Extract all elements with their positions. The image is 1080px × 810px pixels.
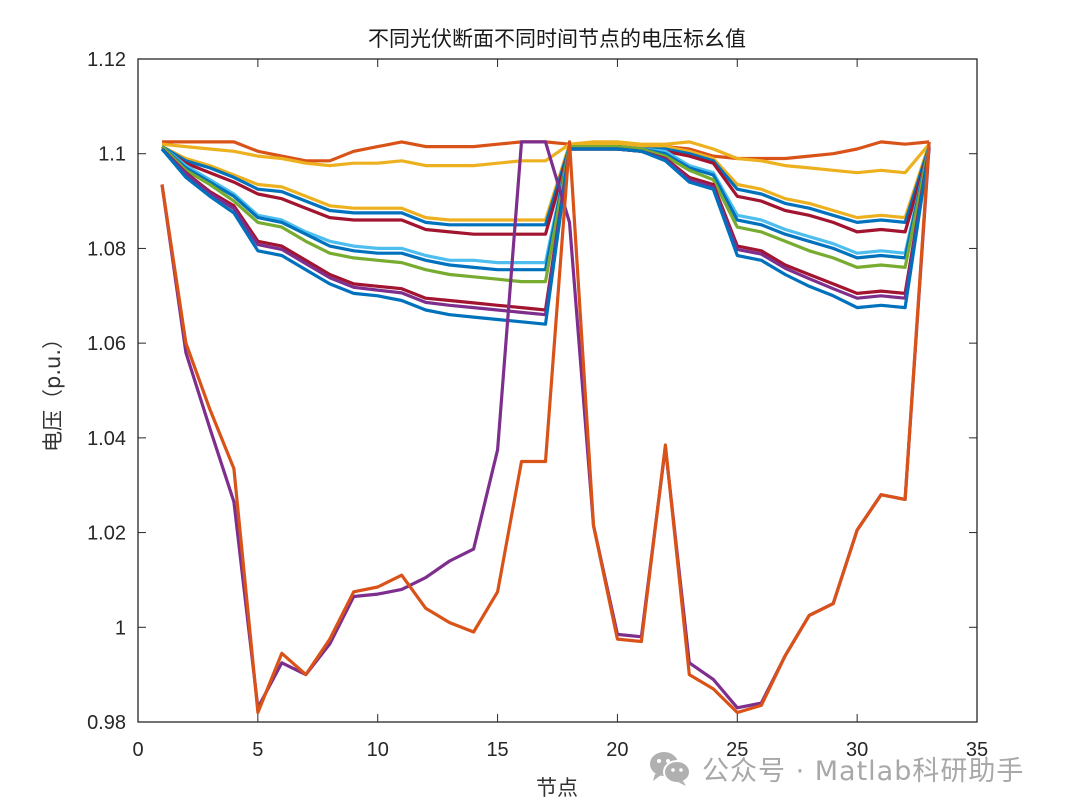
x-tick-label: 0 [132, 739, 143, 761]
y-axis-label: 电压（p.u.） [41, 328, 65, 452]
wechat-icon [648, 750, 692, 786]
y-tick-label: 1.02 [87, 523, 126, 545]
y-tick-label: 1.08 [87, 238, 126, 260]
series-line-upper-yellow [161, 140, 931, 175]
watermark-text: 公众号 · Matlab科研助手 [702, 755, 1025, 787]
y-tick-label: 1.1 [98, 144, 126, 166]
series-line-band-1-blue [161, 145, 931, 227]
x-axis-label: 节点 [536, 776, 578, 800]
y-axis: 0.98 1 1.02 1.04 1.06 1.08 1.1 1.12 [87, 49, 977, 734]
x-tick-label: 10 [367, 739, 389, 761]
series-line-band-3-blue [160, 147, 931, 326]
x-tick-label: 20 [606, 739, 628, 761]
x-tick-label: 15 [486, 739, 508, 761]
series-line-lower-orange-outlier [160, 140, 931, 715]
x-tick-label: 5 [252, 739, 263, 761]
x-tick-label: 25 [726, 739, 748, 761]
y-tick-label: 1.04 [87, 428, 126, 450]
watermark: 公众号 · Matlab科研助手 [648, 748, 1024, 788]
series-line-band-2-green [160, 145, 931, 284]
x-axis: 0 5 10 15 20 25 30 35 [132, 59, 988, 761]
y-tick-label: 1 [115, 617, 126, 639]
series-line-band-1-red [161, 147, 931, 236]
y-tick-label: 0.98 [87, 712, 126, 734]
x-tick-label: 30 [846, 739, 868, 761]
plot-lines [160, 140, 931, 715]
series-line-band-2-blue [160, 145, 931, 272]
axes-box [137, 58, 978, 723]
chart-title: 不同光伏断面不同时间节点的电压标幺值 [368, 27, 746, 51]
x-tick-label: 35 [966, 739, 988, 761]
y-tick-label: 1.12 [87, 49, 126, 71]
y-tick-label: 1.06 [87, 333, 126, 355]
